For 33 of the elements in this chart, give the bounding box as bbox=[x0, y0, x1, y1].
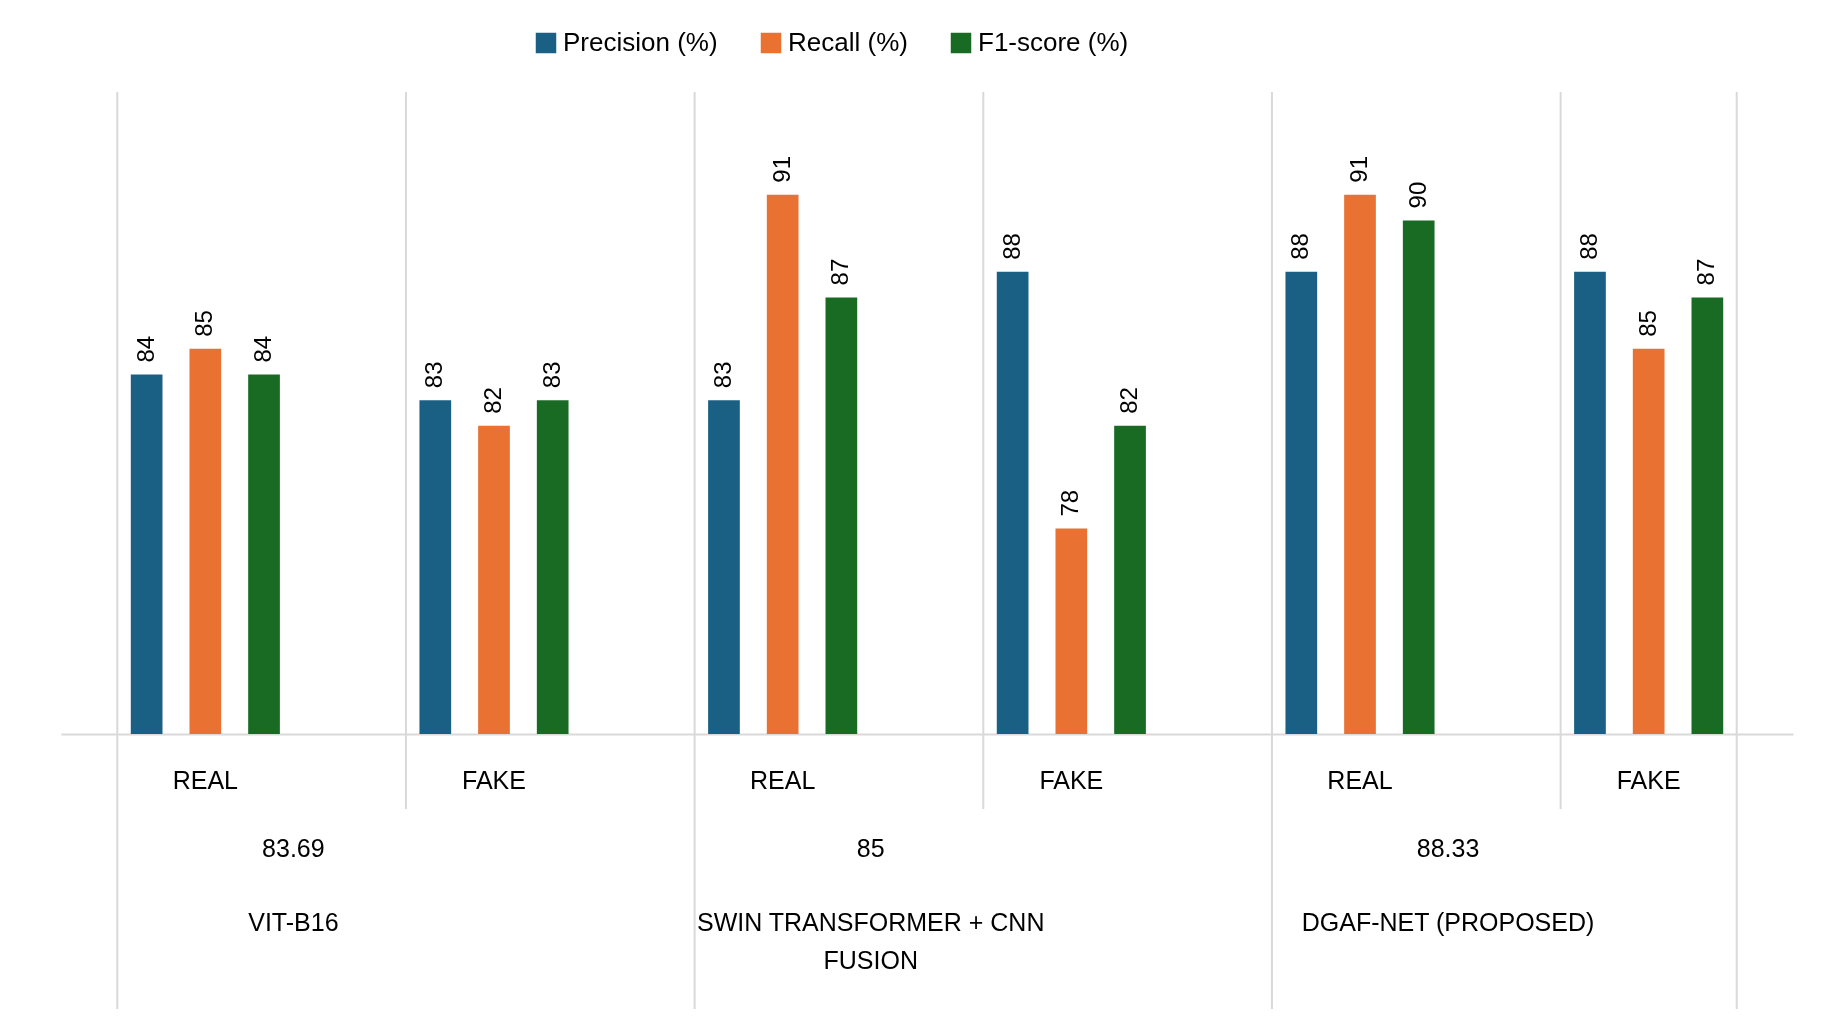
legend-label: F1-score (%) bbox=[978, 27, 1129, 57]
data-label: 83 bbox=[708, 361, 736, 389]
text: DGAF-NET (PROPOSED) bbox=[1301, 908, 1595, 936]
text: VIT-B16 bbox=[248, 908, 339, 936]
text: 83.69 bbox=[262, 834, 325, 862]
data-label: 88 bbox=[1574, 233, 1602, 260]
data-label: 91 bbox=[1345, 156, 1372, 183]
x-tick-label: FAKE bbox=[462, 765, 526, 794]
data-label: 87 bbox=[826, 258, 854, 286]
data-label: 85 bbox=[190, 310, 218, 337]
legend-label: Recall (%) bbox=[788, 27, 908, 57]
legend-label: Precision (%) bbox=[563, 27, 718, 57]
data-label: 83 bbox=[420, 361, 448, 389]
data-label: 84 bbox=[249, 335, 277, 363]
text: SWIN TRANSFORMER + CNN FUSION bbox=[696, 908, 1045, 974]
x-tick-label: REAL bbox=[750, 765, 816, 794]
text: 85 bbox=[856, 834, 885, 862]
text: 88.33 bbox=[1416, 834, 1480, 862]
data-label: 90 bbox=[1403, 181, 1431, 209]
data-label: 88 bbox=[1286, 233, 1314, 260]
x-tick-label: REAL bbox=[172, 765, 239, 794]
data-label: 82 bbox=[1115, 387, 1143, 414]
x-tick-label: FAKE bbox=[1039, 765, 1104, 794]
data-label: 83 bbox=[537, 361, 565, 389]
data-label: 91 bbox=[767, 156, 795, 183]
data-label: 85 bbox=[1633, 310, 1661, 337]
data-label: 78 bbox=[1056, 489, 1084, 517]
x-tick-label: REAL bbox=[1327, 765, 1393, 794]
x-tick-label: FAKE bbox=[1616, 765, 1681, 794]
data-label: 88 bbox=[997, 233, 1025, 260]
data-label: 82 bbox=[479, 387, 506, 414]
data-label: 87 bbox=[1692, 258, 1720, 286]
data-label: 84 bbox=[131, 335, 159, 363]
